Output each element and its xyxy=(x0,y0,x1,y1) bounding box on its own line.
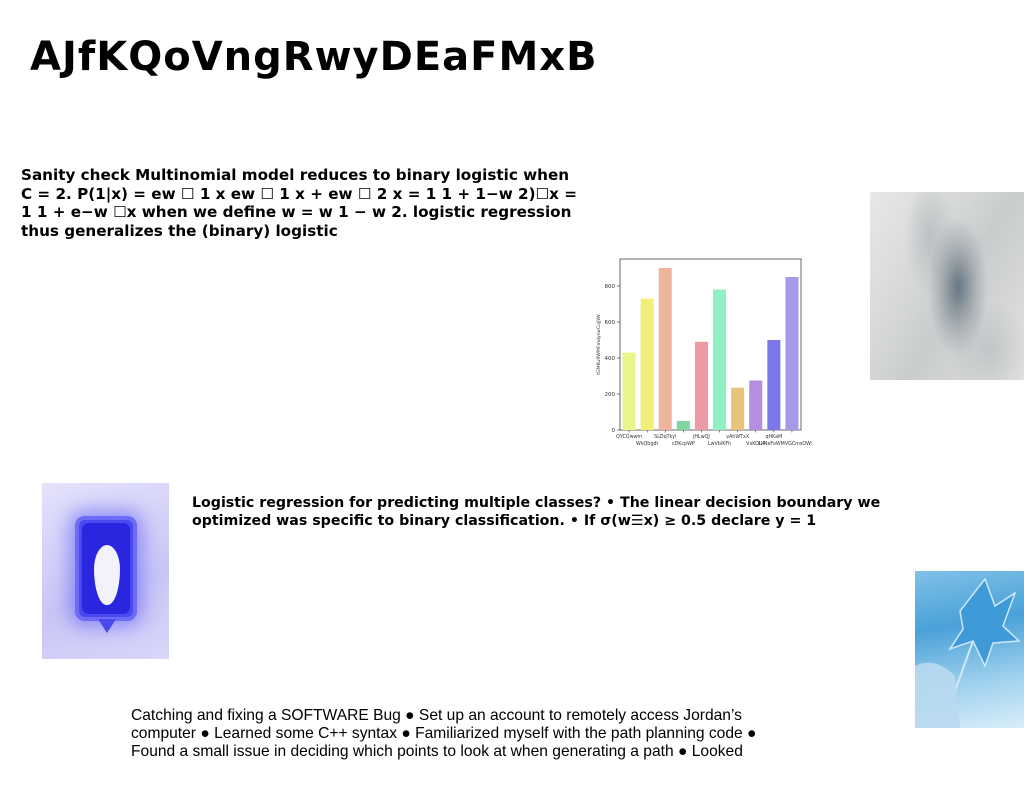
y-tick-label: 600 xyxy=(605,320,616,326)
x-tick-label: vAhWTxX xyxy=(726,434,750,440)
y-axis-label: tGMKuRWMFmdyswCuJjWr xyxy=(596,314,602,375)
x-tick-label: SLDqTkyl xyxy=(654,434,676,440)
y-tick-label: 0 xyxy=(612,428,616,434)
bar xyxy=(676,421,690,430)
bar xyxy=(713,289,727,430)
bar xyxy=(622,352,636,430)
logistic-regression-paragraph: Logistic regression for predicting multi… xyxy=(192,495,881,529)
x-tick-label: qHKaM xyxy=(765,434,782,440)
leaf-icon xyxy=(915,577,1021,728)
x-tick-label: WkQbgdt xyxy=(636,441,658,447)
slide-title: AJfKQoVngRwyDEaFMxB xyxy=(30,34,598,80)
bar xyxy=(658,268,672,430)
heart-icon xyxy=(94,545,120,605)
x-tick-label: LkNeFoWMVGCmsOWxBzZL xyxy=(758,441,812,447)
y-tick-label: 400 xyxy=(605,356,616,362)
bar-chart: 0 200 400 600 800 tGMKuRWMFmdyswCuJjWr QYCOwwm… xyxy=(596,258,812,447)
bar xyxy=(731,387,745,430)
blue-leaf-image xyxy=(915,571,1024,728)
plot-frame xyxy=(619,258,802,431)
x-tick-label: cDKcpWP xyxy=(672,441,695,447)
y-tick-label: 800 xyxy=(605,284,616,290)
bar xyxy=(767,340,781,430)
bar xyxy=(785,277,799,430)
y-tick-label: 200 xyxy=(605,392,616,398)
chat-bubble-heart-image xyxy=(42,483,169,659)
software-bug-paragraph: Catching and fixing a SOFTWARE Bug ● Set… xyxy=(131,707,757,760)
x-tick-label: LwVbiKFh xyxy=(708,441,731,447)
marble-texture-image xyxy=(870,192,1024,380)
bar xyxy=(749,380,763,430)
bar xyxy=(694,341,708,430)
x-tick-label: VxKOUP xyxy=(746,441,765,447)
x-tick-label: jHLwQJ xyxy=(692,434,710,440)
multinomial-paragraph: Sanity check Multinomial model reduces t… xyxy=(21,166,577,240)
bar xyxy=(640,298,654,430)
x-tick-label: QYCOwwm xyxy=(616,434,642,440)
